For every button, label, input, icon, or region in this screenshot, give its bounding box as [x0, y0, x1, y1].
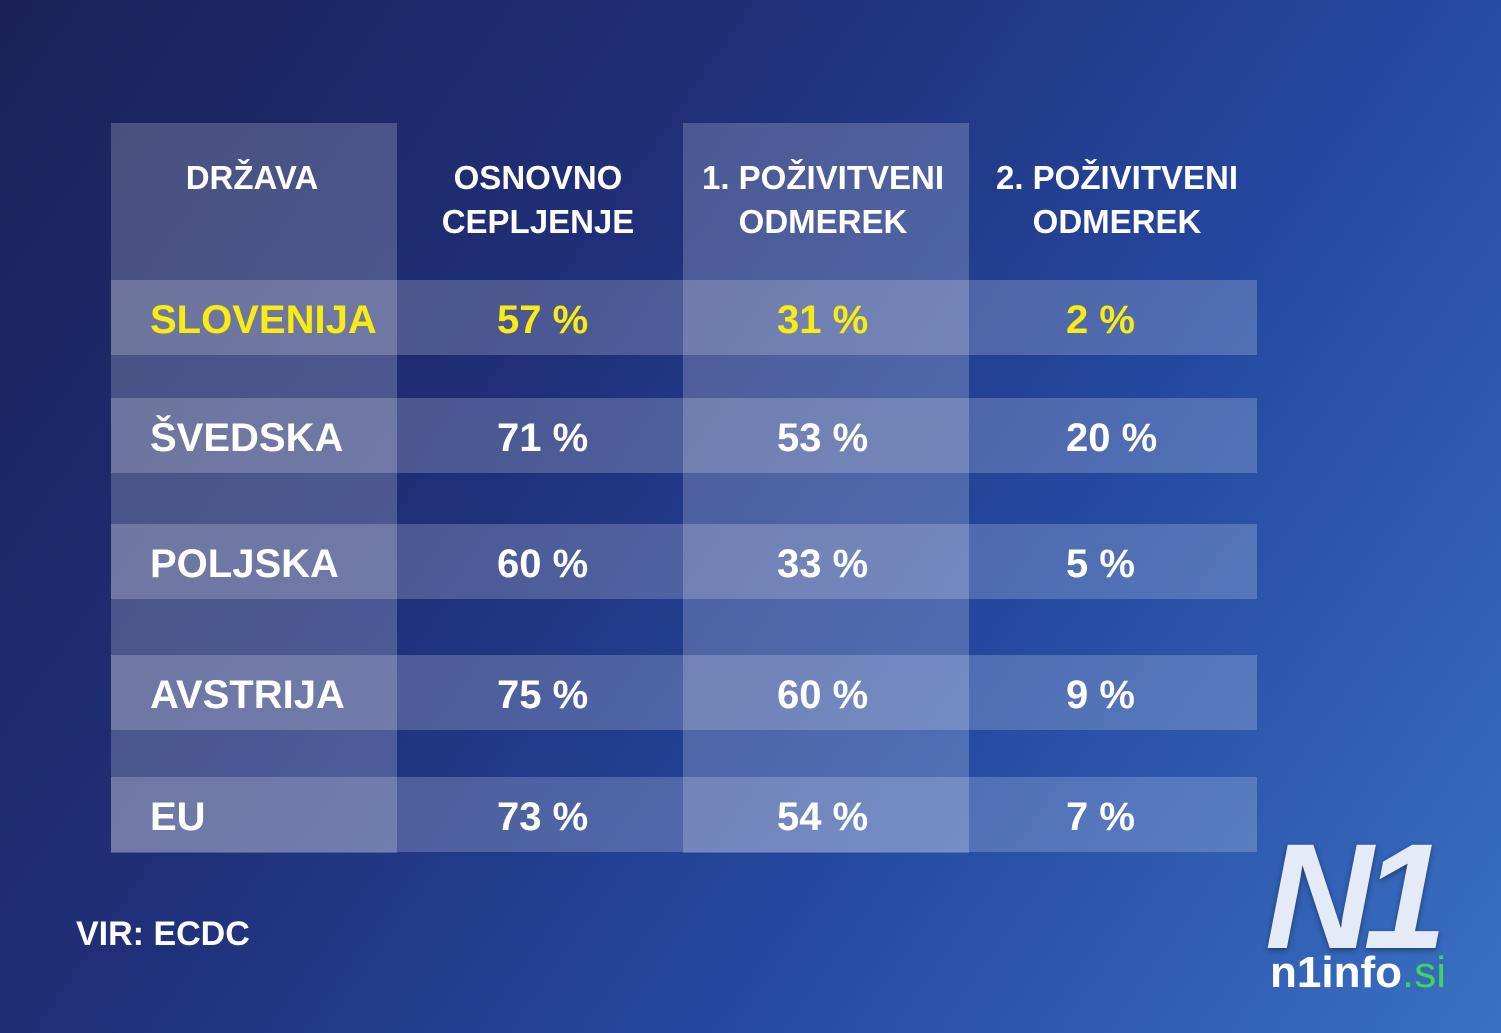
country-cell: EU: [150, 795, 206, 839]
value-cell: 54 %: [777, 795, 869, 839]
country-cell: SLOVENIJA: [150, 298, 377, 342]
value-cell: 33 %: [777, 542, 869, 586]
value-cell: 60 %: [497, 542, 589, 586]
logo-mark: N1: [1265, 812, 1447, 980]
country-cell: POLJSKA: [150, 542, 339, 586]
row-band: [111, 524, 1257, 599]
header-cell: DRŽAVA: [185, 159, 319, 196]
country-cell: AVSTRIJA: [150, 673, 345, 717]
value-cell: 31 %: [777, 298, 869, 342]
source: VIR: ECDC: [76, 915, 250, 953]
logo-domain: .si: [1401, 948, 1446, 997]
column-band: [683, 123, 969, 853]
country-cell: ŠVEDSKA: [150, 416, 344, 460]
header-cell: ODMEREK: [738, 203, 908, 240]
header-cell: ODMEREK: [1032, 203, 1202, 240]
row-band: [111, 655, 1257, 730]
value-cell: 71 %: [497, 416, 589, 460]
value-cell: 7 %: [1066, 795, 1135, 839]
value-cell: 9 %: [1066, 673, 1135, 717]
logo-text: n1info: [1270, 948, 1402, 997]
value-cell: 5 %: [1066, 542, 1135, 586]
value-cell: 53 %: [777, 416, 869, 460]
value-cell: 2 %: [1066, 298, 1135, 342]
header-cell: 1. POŽIVITVENI: [701, 159, 945, 196]
value-cell: 57 %: [497, 298, 589, 342]
header-cell: CEPLJENJE: [441, 203, 635, 240]
row-band: [111, 280, 1257, 355]
value-cell: 75 %: [497, 673, 589, 717]
value-cell: 20 %: [1066, 416, 1158, 460]
header-cell: 2. POŽIVITVENI: [995, 159, 1239, 196]
row-band: [111, 398, 1257, 473]
header-cell: OSNOVNO: [453, 159, 623, 196]
value-cell: 60 %: [777, 673, 869, 717]
column-band: [111, 123, 397, 853]
value-cell: 73 %: [497, 795, 589, 839]
row-band: [111, 777, 1257, 852]
logo-name: n1info.si: [1270, 948, 1446, 998]
